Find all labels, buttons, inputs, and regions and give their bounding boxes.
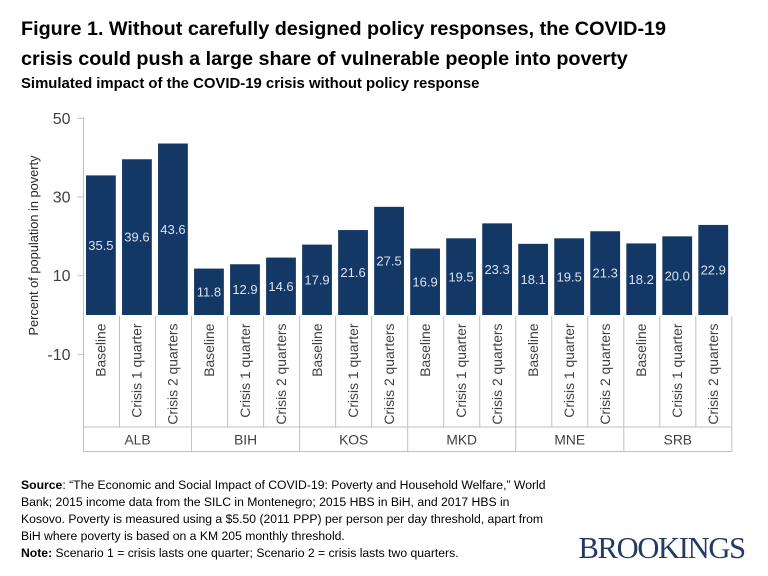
svg-text:20.0: 20.0 [665, 268, 690, 283]
svg-text:19.5: 19.5 [448, 269, 473, 284]
svg-text:Crisis 1 quarter: Crisis 1 quarter [237, 323, 253, 418]
svg-text:Crisis 2 quarters: Crisis 2 quarters [705, 323, 721, 424]
svg-text:11.8: 11.8 [197, 284, 221, 299]
svg-text:Crisis 1 quarter: Crisis 1 quarter [129, 323, 145, 418]
svg-text:Baseline: Baseline [201, 323, 217, 377]
svg-text:Baseline: Baseline [417, 323, 433, 377]
svg-text:ALB: ALB [124, 433, 150, 448]
svg-text:14.6: 14.6 [268, 279, 293, 294]
svg-text:50: 50 [53, 111, 71, 128]
svg-text:Baseline: Baseline [93, 323, 109, 377]
svg-text:39.6: 39.6 [124, 230, 149, 245]
svg-text:18.2: 18.2 [629, 272, 654, 287]
svg-text:-10: -10 [47, 347, 70, 364]
svg-text:23.3: 23.3 [484, 262, 509, 277]
svg-text:12.9: 12.9 [232, 282, 257, 297]
svg-text:22.9: 22.9 [701, 263, 726, 278]
svg-text:10: 10 [53, 268, 71, 285]
svg-text:16.9: 16.9 [412, 274, 437, 289]
svg-text:SRB: SRB [664, 433, 692, 448]
svg-text:21.3: 21.3 [593, 266, 618, 281]
svg-text:27.5: 27.5 [376, 254, 401, 269]
svg-text:MNE: MNE [554, 433, 585, 448]
svg-text:Crisis 1 quarter: Crisis 1 quarter [453, 323, 469, 418]
svg-text:43.6: 43.6 [160, 222, 185, 237]
svg-text:Crisis 1 quarter: Crisis 1 quarter [669, 323, 685, 418]
svg-text:Crisis 1 quarter: Crisis 1 quarter [561, 323, 577, 418]
svg-text:Crisis 2 quarters: Crisis 2 quarters [165, 323, 181, 424]
svg-text:MKD: MKD [446, 433, 477, 448]
svg-text:Crisis 2 quarters: Crisis 2 quarters [381, 323, 397, 424]
svg-text:Baseline: Baseline [525, 323, 541, 377]
svg-text:19.5: 19.5 [557, 269, 582, 284]
svg-text:Crisis 2 quarters: Crisis 2 quarters [273, 323, 289, 424]
svg-text:Baseline: Baseline [633, 323, 649, 377]
svg-text:17.9: 17.9 [304, 272, 329, 287]
svg-text:BIH: BIH [234, 433, 257, 448]
svg-text:Crisis 1 quarter: Crisis 1 quarter [345, 323, 361, 418]
svg-text:Crisis 2 quarters: Crisis 2 quarters [597, 323, 613, 424]
svg-text:21.6: 21.6 [340, 265, 365, 280]
svg-text:KOS: KOS [339, 433, 368, 448]
svg-text:35.5: 35.5 [88, 238, 113, 253]
svg-text:Baseline: Baseline [309, 323, 325, 377]
svg-text:Crisis 2 quarters: Crisis 2 quarters [489, 323, 505, 424]
svg-text:Percent of population in pover: Percent of population in poverty [26, 155, 41, 336]
svg-text:18.1: 18.1 [520, 272, 545, 287]
svg-text:30: 30 [53, 190, 71, 207]
